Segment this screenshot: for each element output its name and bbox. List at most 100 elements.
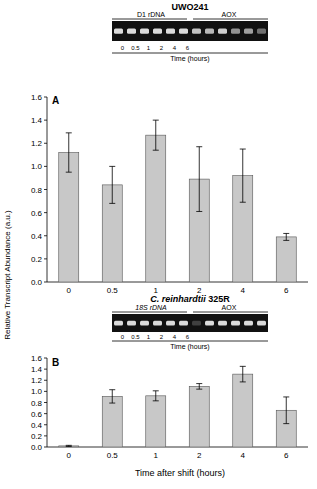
x-tick-label: 0.5	[107, 286, 119, 295]
y-tick	[44, 166, 47, 167]
gel-label: AOX	[222, 304, 237, 311]
x-tick-label: 4	[241, 451, 246, 460]
panel-label: B	[52, 357, 59, 368]
bar	[189, 386, 209, 447]
error-cap	[196, 389, 202, 390]
y-tick	[44, 212, 47, 213]
error-cap	[153, 390, 159, 391]
gel-band	[231, 29, 240, 34]
x-tick-label: 2	[197, 451, 202, 460]
y-tick-label: 0.6	[31, 209, 43, 218]
x-tick-label: 4	[241, 286, 246, 295]
x-tick-label: 0	[67, 286, 72, 295]
x-tick-label: 0.5	[107, 451, 119, 460]
error-cap	[109, 203, 115, 204]
error-bar	[66, 445, 72, 446]
error-bar	[283, 397, 289, 424]
gel-band	[257, 29, 266, 34]
y-axis-label: Relative Transcript Abundance (a.u.)	[3, 210, 12, 340]
bar	[233, 374, 253, 447]
lane-label: 4	[173, 334, 177, 340]
y-tick	[44, 435, 47, 436]
gel-band	[166, 321, 175, 326]
gel-bracket	[112, 19, 187, 20]
error-stem	[242, 366, 243, 382]
gel-band	[166, 29, 175, 34]
error-bar	[240, 149, 246, 202]
lane-label: 2	[160, 334, 164, 340]
y-tick-label: 0.0	[31, 278, 43, 287]
x-tick-label: 6	[284, 286, 289, 295]
gel	[112, 314, 268, 332]
error-stem	[242, 149, 243, 202]
gel-axis-label: Time (hours)	[170, 55, 209, 63]
error-stem	[199, 384, 200, 390]
y-tick-label: 0.0	[31, 443, 43, 452]
error-stem	[112, 390, 113, 403]
gel-band	[192, 321, 201, 326]
panel: UWO241D1 rDNAAOX00.51246Time (hours)0.00…	[31, 2, 308, 295]
marks	[59, 366, 297, 447]
error-stem	[155, 391, 156, 401]
gel-band	[218, 29, 227, 34]
y-tick-label: 0.8	[31, 399, 43, 408]
bar	[146, 135, 166, 282]
error-cap	[283, 396, 289, 397]
gel	[112, 21, 268, 41]
error-cap	[283, 240, 289, 241]
y-tick	[44, 391, 47, 392]
error-stem	[68, 133, 69, 172]
y-tick	[44, 97, 47, 98]
lane-label: 0	[121, 45, 125, 51]
y-tick-label: 1.6	[31, 354, 43, 363]
lane-label: 1	[147, 334, 151, 340]
y-tick-label: 0.4	[31, 232, 43, 241]
y-tick-label: 1.0	[31, 162, 43, 171]
gel-band	[127, 29, 136, 34]
bar	[59, 153, 79, 283]
gel-band	[218, 321, 227, 326]
gel-bracket	[112, 53, 268, 54]
error-cap	[66, 172, 72, 173]
error-stem	[155, 120, 156, 150]
x-axis-label: Time after shift (hours)	[135, 468, 225, 478]
y-tick-label: 1.2	[31, 376, 43, 385]
x-tick-label: 6	[284, 451, 289, 460]
y-tick-label: 1.0	[31, 387, 43, 396]
error-stem	[286, 233, 287, 240]
error-cap	[66, 132, 72, 133]
title-part: 325R	[206, 294, 231, 304]
gel-label: D1 rDNA	[137, 11, 165, 18]
y-tick-label: 1.2	[31, 139, 43, 148]
gel-axis-label: Time (hours)	[170, 343, 209, 351]
bar	[276, 237, 296, 282]
error-cap	[109, 166, 115, 167]
error-bar	[109, 390, 115, 403]
y-tick	[44, 258, 47, 259]
gel-label: AOX	[222, 11, 237, 18]
x-tick-label: 0	[67, 451, 72, 460]
gel-band	[153, 29, 162, 34]
bar	[102, 396, 122, 447]
y-tick	[44, 369, 47, 370]
y-tick	[44, 424, 47, 425]
gel-band	[179, 29, 188, 34]
error-cap	[196, 383, 202, 384]
error-cap	[283, 233, 289, 234]
gel-bracket	[112, 341, 268, 342]
gel-band	[244, 29, 253, 34]
gel-bracket	[112, 312, 187, 313]
gel-band	[244, 321, 253, 326]
error-bar	[196, 147, 202, 212]
y-tick	[44, 282, 47, 283]
gel-bracket	[193, 312, 268, 313]
y-tick-label: 1.4	[31, 365, 43, 374]
title: UWO241	[171, 2, 208, 12]
lane-label: 4	[173, 45, 177, 51]
gel-band	[140, 29, 149, 34]
gel-band	[140, 321, 149, 326]
error-cap	[109, 389, 115, 390]
title: C. reinhardtii 325R	[150, 294, 230, 304]
gel-band	[127, 321, 136, 326]
y-tick-label: 0.8	[31, 186, 43, 195]
